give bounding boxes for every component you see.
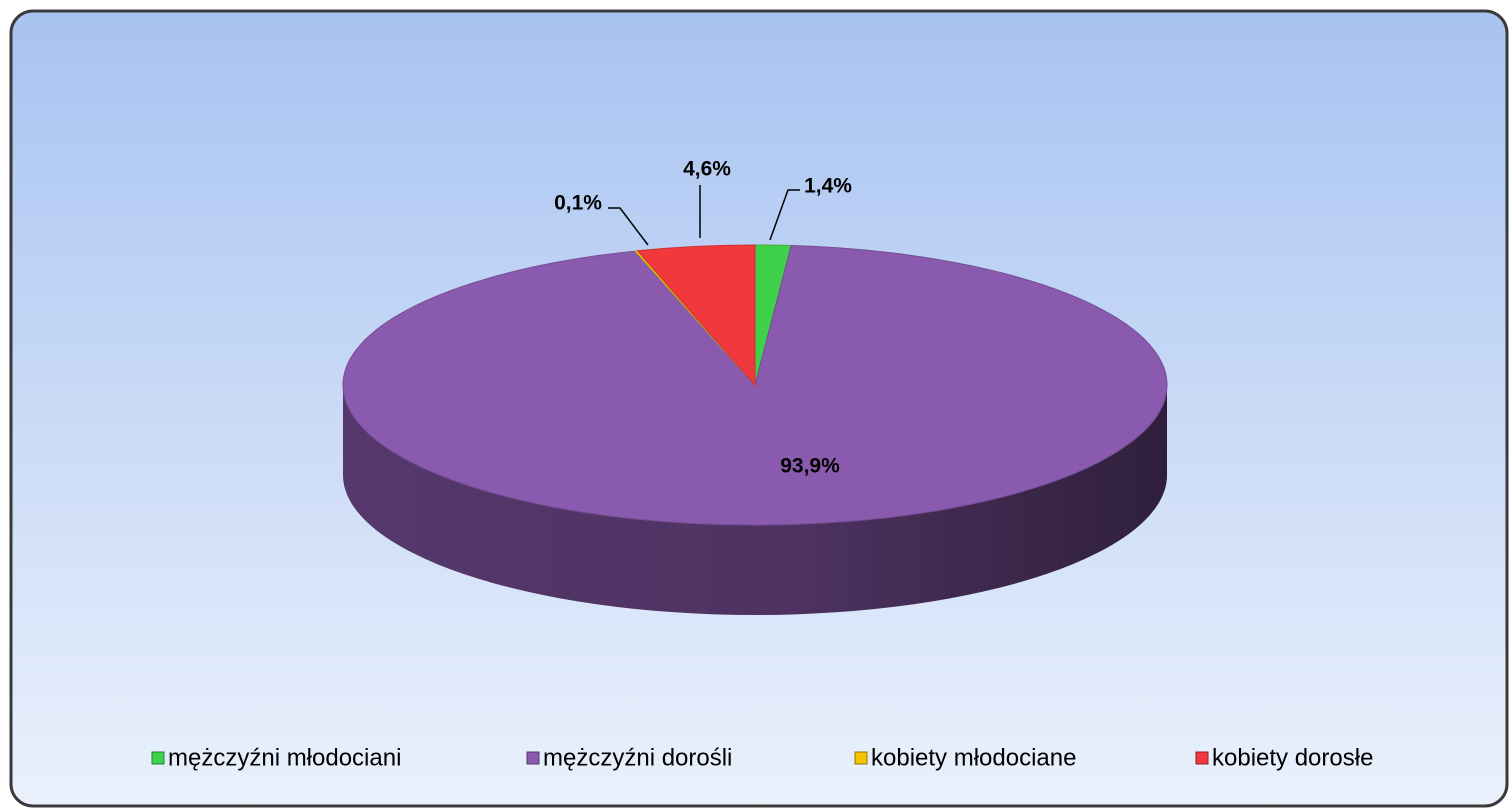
legend: mężczyźni młodociani mężczyźni dorośli kob… [151,744,1373,771]
slice [636,244,756,387]
legend-swatch [854,751,868,765]
legend-label: kobiety dorosłe [1212,744,1373,771]
legend-swatch [151,751,165,765]
legend-label: kobiety młodociane [871,744,1076,771]
slice-side-shade [343,385,1167,615]
leader-line [608,207,649,246]
legend-swatch [1195,751,1209,765]
data-label: 1,4% [804,175,852,198]
legend-label: mężczyźni dorośli [543,744,732,771]
legend-swatch [526,751,540,765]
leader-line [769,189,800,241]
legend-label: mężczyźni młodociani [168,744,401,771]
data-label: 4,6% [683,158,731,181]
data-label: 93,9% [780,455,840,478]
pie: 1,4% 93,9% 0,1% 4,6% [342,158,1168,615]
data-label: 0,1% [554,192,602,215]
